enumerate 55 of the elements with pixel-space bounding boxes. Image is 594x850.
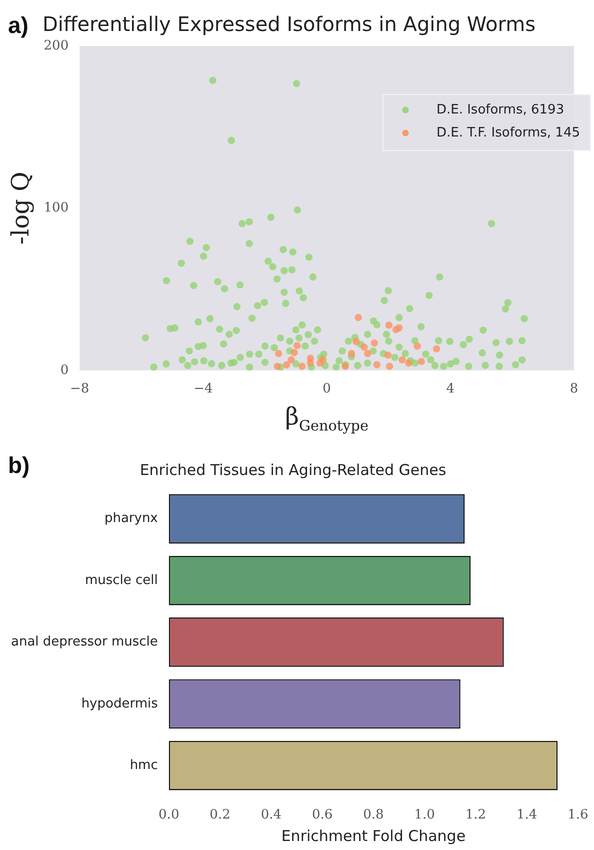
y-tick-label: 100 [44, 200, 69, 216]
y-tick-label: hmc [130, 758, 158, 773]
point [352, 338, 360, 346]
point [354, 314, 362, 322]
x-tick-label: 1.0 [414, 808, 435, 823]
point [283, 361, 290, 368]
x-tick-label: 0.2 [210, 808, 230, 823]
y-tick-label: anal depressor muscle [10, 634, 158, 650]
point [275, 350, 282, 358]
y-tick-label: 200 [44, 38, 69, 54]
text: b) [8, 452, 30, 479]
x-tick-label: 1.4 [516, 808, 538, 823]
x-tick-label: 0.6 [312, 808, 333, 823]
x-tick-label: 0.4 [260, 808, 282, 823]
legend-label: D.E. T.F. Isoforms, 145 [436, 125, 580, 140]
point [348, 350, 356, 358]
point [370, 339, 378, 347]
y-tick-label: pharynx [104, 511, 158, 526]
point [418, 358, 425, 366]
point [288, 356, 295, 364]
x-tick-label: 0 [322, 382, 331, 397]
x-tick-label: −8 [70, 382, 90, 397]
point [384, 352, 392, 359]
point [396, 324, 403, 332]
point [274, 362, 281, 370]
point [414, 342, 421, 350]
point [294, 342, 301, 350]
x-tick-label: −4 [194, 382, 213, 397]
point [298, 362, 306, 370]
chart-title: Enriched Tissues in Aging-Related Genes [140, 460, 446, 479]
point [386, 362, 394, 370]
point [360, 344, 368, 351]
x-tick-label: 1.2 [465, 808, 486, 823]
point [398, 356, 406, 364]
point [385, 322, 393, 329]
y-axis-title: -log Q [6, 172, 35, 245]
point [432, 345, 440, 352]
x-tick-label: 0.0 [158, 808, 180, 823]
x-tick-label: 4 [446, 382, 455, 397]
x-tick-label: 8 [570, 382, 578, 397]
point [290, 348, 298, 356]
chart-title: Differentially Expressed Isoforms in Aging Worms [42, 12, 536, 36]
x-tick-label: 1.6 [568, 808, 588, 823]
text: a) [8, 12, 28, 39]
point [373, 361, 380, 368]
x-axis-title: Enrichment Fold Change [281, 826, 466, 845]
point [364, 350, 372, 358]
legend-label: D.E. Isoforms, 6193 [436, 102, 564, 118]
point [306, 359, 314, 366]
y-tick-label: hypodermis [81, 696, 158, 712]
point [320, 356, 327, 364]
y-tick-label: 0 [60, 362, 69, 378]
point [405, 360, 412, 367]
y-tick-label: muscle cell [84, 572, 158, 588]
x-tick-label: 0.8 [363, 808, 384, 823]
